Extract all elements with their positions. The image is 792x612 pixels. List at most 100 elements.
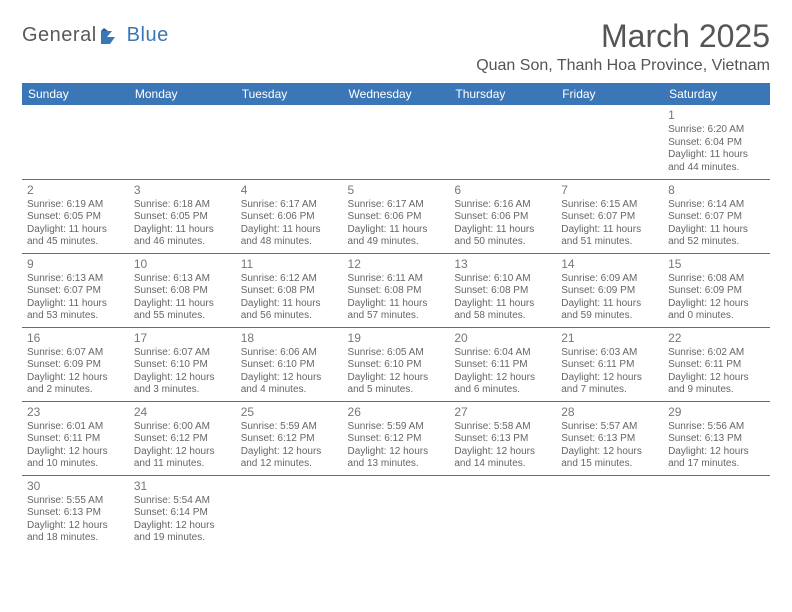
day-detail: and 0 minutes. (668, 310, 765, 323)
day-detail: and 17 minutes. (668, 458, 765, 471)
day-detail: Sunrise: 6:03 AM (561, 347, 658, 360)
day-detail: Sunset: 6:11 PM (561, 359, 658, 372)
calendar-day-cell: 25Sunrise: 5:59 AMSunset: 6:12 PMDayligh… (236, 401, 343, 475)
day-detail: Sunset: 6:06 PM (454, 211, 551, 224)
calendar-week-row: 9Sunrise: 6:13 AMSunset: 6:07 PMDaylight… (22, 253, 770, 327)
day-detail: Sunset: 6:08 PM (454, 285, 551, 298)
day-detail: Sunset: 6:10 PM (348, 359, 445, 372)
calendar-day-cell (343, 475, 450, 549)
day-detail: Sunset: 6:13 PM (561, 433, 658, 446)
day-detail: and 50 minutes. (454, 236, 551, 249)
day-detail: and 59 minutes. (561, 310, 658, 323)
day-number: 6 (454, 183, 551, 198)
logo-text-general: General (22, 24, 97, 47)
day-detail: Sunset: 6:11 PM (27, 433, 124, 446)
day-detail: Daylight: 12 hours (668, 446, 765, 459)
day-detail: and 15 minutes. (561, 458, 658, 471)
day-detail: Sunrise: 6:01 AM (27, 421, 124, 434)
calendar-day-cell: 27Sunrise: 5:58 AMSunset: 6:13 PMDayligh… (449, 401, 556, 475)
day-number: 2 (27, 183, 124, 198)
day-detail: and 48 minutes. (241, 236, 338, 249)
day-detail: Sunset: 6:07 PM (27, 285, 124, 298)
calendar-day-cell (236, 105, 343, 179)
calendar-day-cell: 29Sunrise: 5:56 AMSunset: 6:13 PMDayligh… (663, 401, 770, 475)
day-detail: Sunset: 6:07 PM (668, 211, 765, 224)
day-detail: Daylight: 12 hours (27, 446, 124, 459)
day-detail: Daylight: 12 hours (561, 446, 658, 459)
day-detail: Sunset: 6:04 PM (668, 137, 765, 150)
calendar-day-cell: 17Sunrise: 6:07 AMSunset: 6:10 PMDayligh… (129, 327, 236, 401)
day-detail: Sunrise: 6:13 AM (134, 273, 231, 286)
day-detail: Sunset: 6:10 PM (241, 359, 338, 372)
calendar-day-cell: 15Sunrise: 6:08 AMSunset: 6:09 PMDayligh… (663, 253, 770, 327)
day-detail: Daylight: 12 hours (561, 372, 658, 385)
day-detail: Sunrise: 6:18 AM (134, 199, 231, 212)
day-detail: Sunset: 6:06 PM (241, 211, 338, 224)
day-number: 31 (134, 479, 231, 494)
day-detail: Sunset: 6:07 PM (561, 211, 658, 224)
day-number: 12 (348, 257, 445, 272)
day-detail: and 7 minutes. (561, 384, 658, 397)
calendar-day-cell: 28Sunrise: 5:57 AMSunset: 6:13 PMDayligh… (556, 401, 663, 475)
day-detail: and 13 minutes. (348, 458, 445, 471)
day-detail: and 18 minutes. (27, 532, 124, 545)
logo-text-blue: Blue (127, 24, 169, 47)
day-detail: Daylight: 11 hours (134, 224, 231, 237)
day-header: Tuesday (236, 83, 343, 105)
day-detail: Sunrise: 6:07 AM (27, 347, 124, 360)
day-detail: Daylight: 12 hours (454, 446, 551, 459)
calendar-week-row: 23Sunrise: 6:01 AMSunset: 6:11 PMDayligh… (22, 401, 770, 475)
day-number: 24 (134, 405, 231, 420)
day-detail: Sunrise: 6:06 AM (241, 347, 338, 360)
day-detail: and 55 minutes. (134, 310, 231, 323)
day-detail: and 3 minutes. (134, 384, 231, 397)
calendar-day-cell (556, 475, 663, 549)
day-number: 23 (27, 405, 124, 420)
day-detail: and 11 minutes. (134, 458, 231, 471)
day-detail: Sunset: 6:12 PM (348, 433, 445, 446)
day-number: 3 (134, 183, 231, 198)
day-number: 13 (454, 257, 551, 272)
day-header: Sunday (22, 83, 129, 105)
day-detail: and 10 minutes. (27, 458, 124, 471)
calendar-day-cell: 1Sunrise: 6:20 AMSunset: 6:04 PMDaylight… (663, 105, 770, 179)
day-detail: Sunrise: 6:16 AM (454, 199, 551, 212)
day-detail: Sunrise: 6:20 AM (668, 124, 765, 137)
day-header: Wednesday (343, 83, 450, 105)
day-number: 22 (668, 331, 765, 346)
day-detail: Sunrise: 5:57 AM (561, 421, 658, 434)
day-detail: Sunrise: 5:56 AM (668, 421, 765, 434)
day-detail: Daylight: 12 hours (241, 372, 338, 385)
calendar-week-row: 30Sunrise: 5:55 AMSunset: 6:13 PMDayligh… (22, 475, 770, 549)
logo: General Blue (22, 24, 169, 47)
day-number: 29 (668, 405, 765, 420)
calendar-day-cell (129, 105, 236, 179)
day-detail: and 12 minutes. (241, 458, 338, 471)
day-detail: Sunset: 6:13 PM (668, 433, 765, 446)
day-detail: Sunrise: 6:17 AM (241, 199, 338, 212)
day-detail: Daylight: 11 hours (27, 224, 124, 237)
day-detail: Sunrise: 5:59 AM (241, 421, 338, 434)
day-detail: Sunrise: 5:54 AM (134, 495, 231, 508)
calendar-day-cell: 20Sunrise: 6:04 AMSunset: 6:11 PMDayligh… (449, 327, 556, 401)
day-detail: Daylight: 12 hours (241, 446, 338, 459)
title-block: March 2025 Quan Son, Thanh Hoa Province,… (476, 18, 770, 75)
day-detail: Sunrise: 6:17 AM (348, 199, 445, 212)
day-header: Friday (556, 83, 663, 105)
day-number: 14 (561, 257, 658, 272)
calendar-day-cell: 8Sunrise: 6:14 AMSunset: 6:07 PMDaylight… (663, 179, 770, 253)
flag-icon (101, 28, 123, 44)
day-detail: Daylight: 11 hours (454, 224, 551, 237)
day-detail: Sunset: 6:13 PM (454, 433, 551, 446)
calendar-day-cell: 21Sunrise: 6:03 AMSunset: 6:11 PMDayligh… (556, 327, 663, 401)
day-number: 16 (27, 331, 124, 346)
calendar-day-cell: 6Sunrise: 6:16 AMSunset: 6:06 PMDaylight… (449, 179, 556, 253)
calendar-day-cell: 2Sunrise: 6:19 AMSunset: 6:05 PMDaylight… (22, 179, 129, 253)
calendar-day-cell: 24Sunrise: 6:00 AMSunset: 6:12 PMDayligh… (129, 401, 236, 475)
day-detail: Daylight: 11 hours (668, 149, 765, 162)
day-detail: Sunset: 6:05 PM (134, 211, 231, 224)
day-detail: Sunset: 6:08 PM (134, 285, 231, 298)
day-detail: and 14 minutes. (454, 458, 551, 471)
calendar-day-cell: 26Sunrise: 5:59 AMSunset: 6:12 PMDayligh… (343, 401, 450, 475)
day-detail: Sunset: 6:05 PM (27, 211, 124, 224)
